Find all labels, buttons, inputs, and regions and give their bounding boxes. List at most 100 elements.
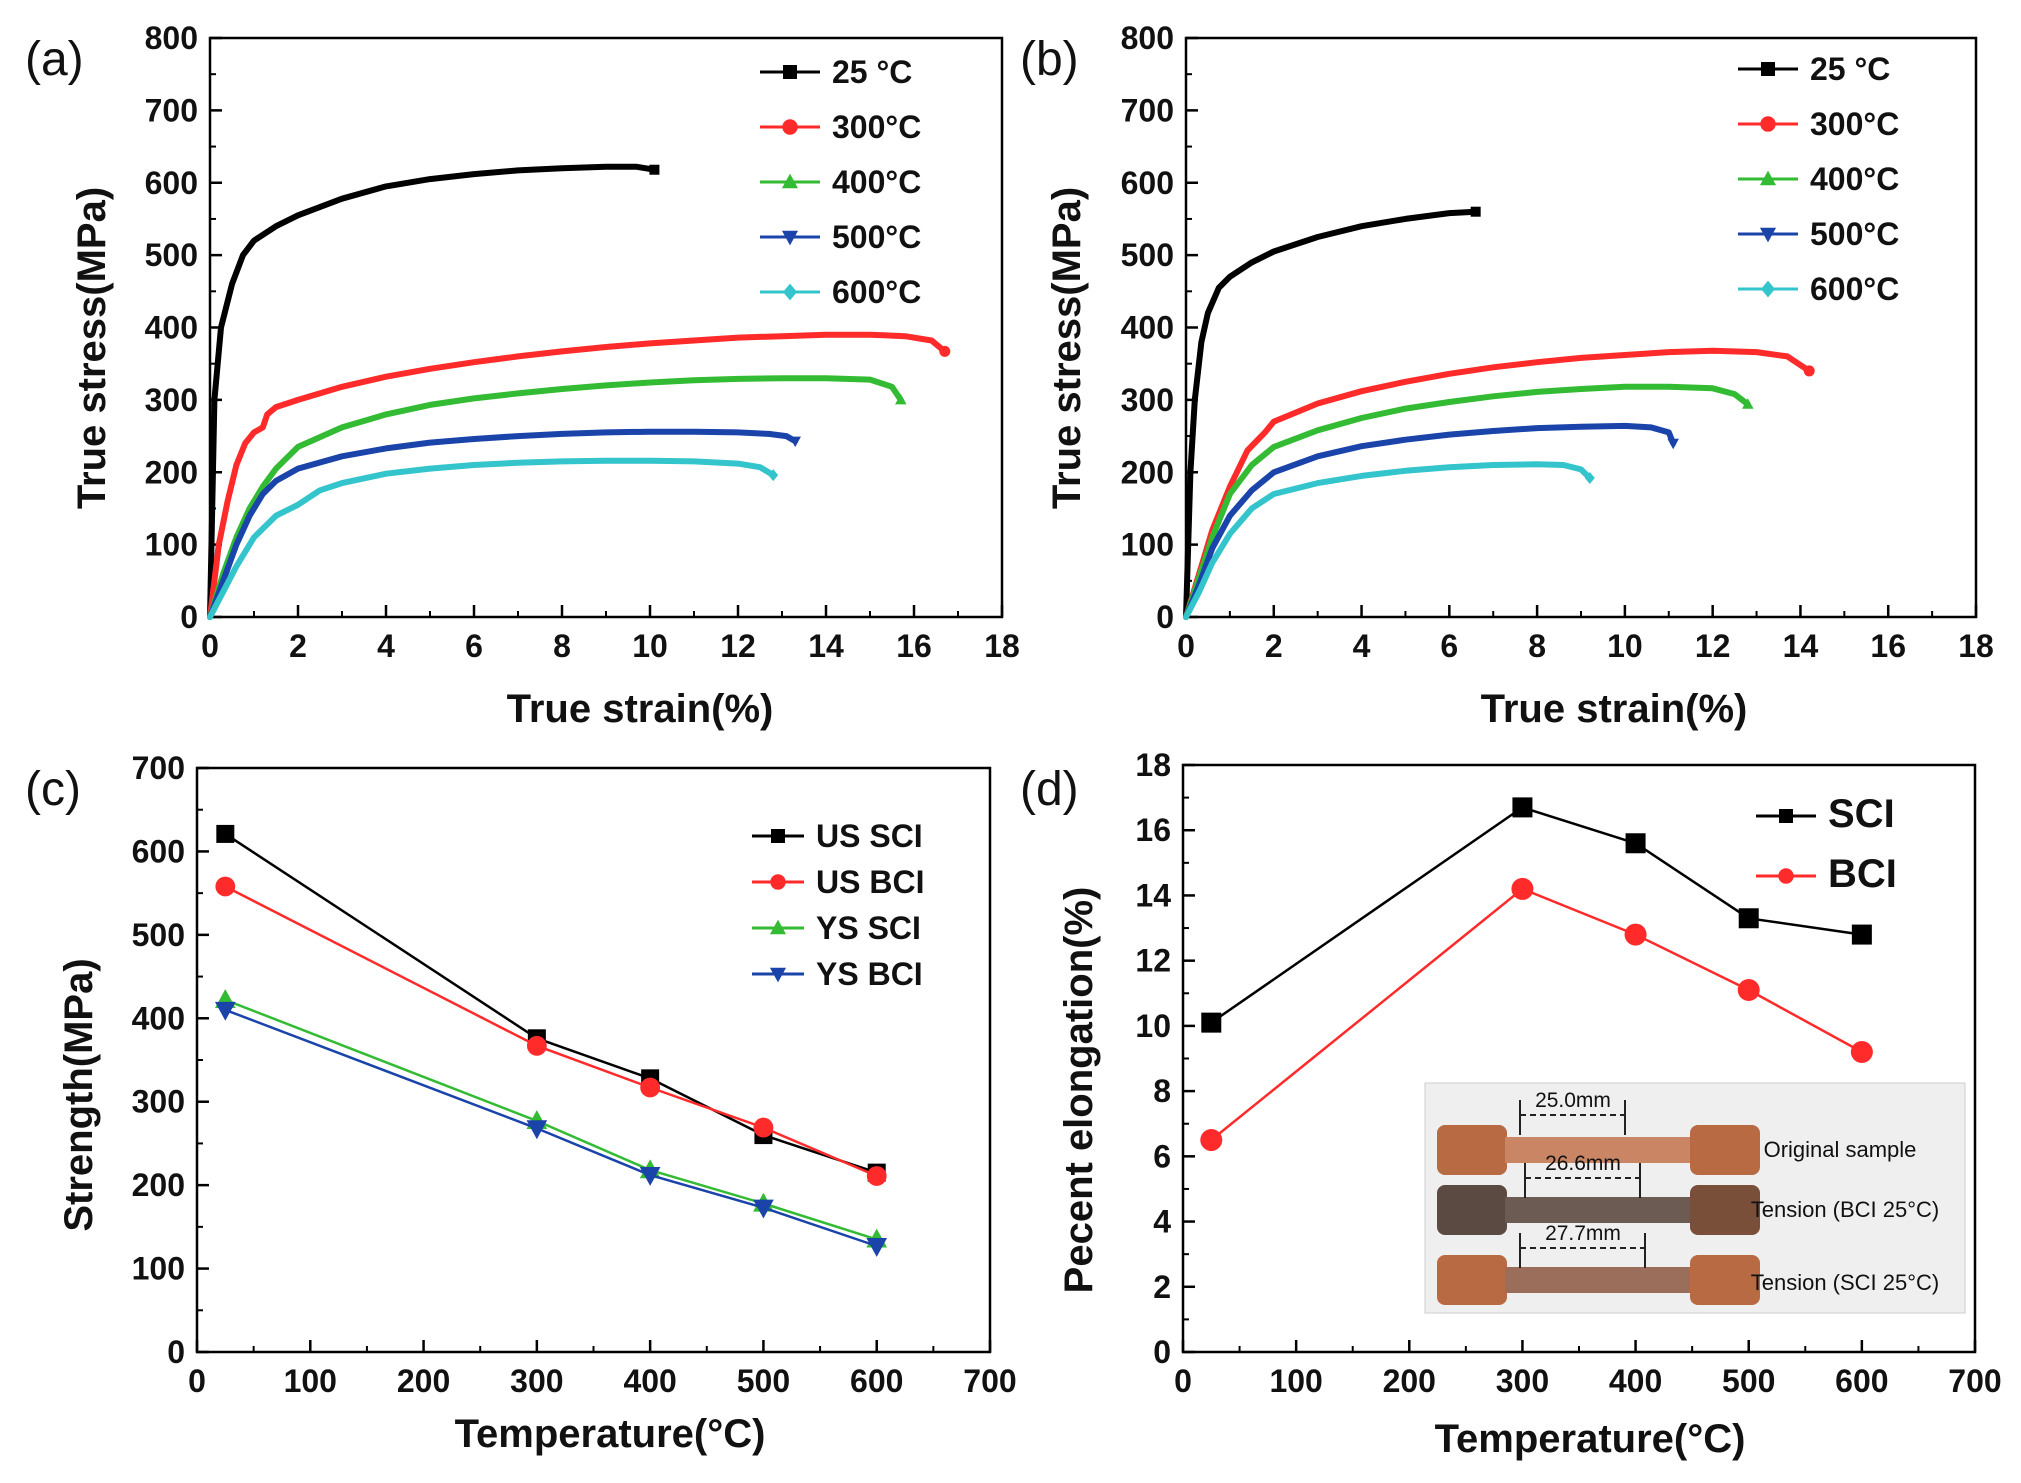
sample-head-right <box>1690 1255 1760 1305</box>
x-tick-label: 500 <box>1722 1363 1775 1399</box>
y-tick-label: 12 <box>1135 943 1171 979</box>
x-tick-label: 700 <box>1948 1363 2001 1399</box>
series-line-0 <box>1183 208 1479 620</box>
x-axis-title-c: Temperature(°C) <box>455 1412 766 1456</box>
sample-head-right <box>1690 1185 1760 1235</box>
y-tick-label: 18 <box>1135 747 1171 783</box>
sample-photo-inset: 25.0mm Original sample 26.6mm Tension (B… <box>1424 1082 1966 1314</box>
data-point <box>1200 1129 1223 1152</box>
panel-b: (b) 0 2 4 6 8 10 12 14 16 18 0 100 200 300 400 500 600 70… <box>1020 20 1994 731</box>
y-tick-label: 100 <box>132 1251 185 1287</box>
data-point <box>526 1035 547 1056</box>
legend-label: 300°C <box>1810 106 1899 142</box>
x-tick-label: 100 <box>284 1363 337 1399</box>
x-tick-label: 2 <box>289 628 307 664</box>
legend-marker <box>1760 116 1776 132</box>
y-tick-label: 6 <box>1153 1138 1171 1174</box>
y-tick-label: 500 <box>145 237 198 273</box>
x-tick-label: 4 <box>1353 628 1371 664</box>
y-tick-label: 10 <box>1135 1008 1171 1044</box>
x-tick-label: 400 <box>1609 1363 1662 1399</box>
data-point <box>216 824 235 843</box>
y-tick-label: 400 <box>145 310 198 346</box>
sample-length: 26.6mm <box>1545 1152 1621 1175</box>
y-tick-label: 700 <box>132 750 185 786</box>
x-tick-label: 0 <box>1174 1363 1192 1399</box>
x-tick-label: 2 <box>1265 628 1283 664</box>
y-tick-label: 0 <box>1153 1334 1171 1370</box>
series-end-marker <box>789 436 801 448</box>
y-tick-label: 700 <box>145 92 198 128</box>
y-tick-label: 400 <box>132 1000 185 1036</box>
series-end-marker <box>1667 438 1679 450</box>
x-tick-label: 0 <box>1177 628 1195 664</box>
sample-caption: Tension (SCI 25°C) <box>1751 1270 1940 1295</box>
legend-marker <box>1761 62 1775 76</box>
x-tick-label: 4 <box>377 628 395 664</box>
legend-marker <box>1759 170 1777 186</box>
legend-label: US BCI <box>816 864 924 900</box>
legend-marker <box>783 283 797 301</box>
x-tick-label: 14 <box>1783 628 1819 664</box>
legend-label: YS SCI <box>816 910 921 946</box>
legend-label: 600°C <box>1810 271 1899 307</box>
x-tick-label: 10 <box>632 628 668 664</box>
x-tick-label: 12 <box>1695 628 1731 664</box>
y-tick-label: 600 <box>145 165 198 201</box>
series-line-4 <box>1183 461 1593 620</box>
inset-row-bci: 26.6mm Tension (BCI 25°C) <box>1437 1152 1939 1235</box>
legend-label: YS BCI <box>816 956 923 992</box>
legend-marker <box>783 65 797 79</box>
legend-marker <box>782 119 798 135</box>
plot-area-b: 0 2 4 6 8 10 12 14 16 18 0 100 200 300 400 500 600 700 800… <box>1121 20 1994 664</box>
y-tick-label: 800 <box>145 20 198 56</box>
y-axis-title-a: True stress(MPa) <box>70 187 114 509</box>
legend-label: 300°C <box>832 109 921 145</box>
x-tick-label: 200 <box>397 1363 450 1399</box>
y-axis-title-b: True stress(MPa) <box>1045 187 1089 509</box>
x-tick-label: 500 <box>737 1363 790 1399</box>
y-axis-title-d: Pecent elongation(%) <box>1057 887 1101 1294</box>
data-point <box>866 1237 888 1257</box>
x-tick-label: 400 <box>623 1363 676 1399</box>
legend-label: US SCI <box>816 818 923 854</box>
x-tick-label: 0 <box>201 628 219 664</box>
data-point <box>215 876 236 897</box>
x-tick-label: 6 <box>465 628 483 664</box>
plot-area-d: 0 100 200 300 400 500 600 700 0 2 4 6 8 10 12 14 16 18 SCI… <box>1135 747 2001 1399</box>
sample-caption: Tension (BCI 25°C) <box>1751 1197 1940 1222</box>
x-tick-label: 16 <box>896 628 932 664</box>
panel-a-label: (a) <box>25 33 84 86</box>
x-tick-label: 100 <box>1269 1363 1322 1399</box>
y-tick-label: 200 <box>132 1167 185 1203</box>
y-tick-label: 200 <box>145 454 198 490</box>
x-tick-label: 18 <box>984 628 1020 664</box>
y-tick-label: 8 <box>1153 1073 1171 1109</box>
data-point <box>1850 1040 1873 1063</box>
data-point <box>753 1117 774 1138</box>
series-line-2 <box>1183 383 1751 620</box>
y-axis-title-c: Strength(MPa) <box>57 958 101 1231</box>
legend-label: 25 °C <box>832 54 912 90</box>
x-tick-label: 300 <box>1496 1363 1549 1399</box>
data-point <box>866 1166 887 1186</box>
series-end-marker <box>768 469 779 482</box>
x-tick-label: 16 <box>1870 628 1906 664</box>
panel-c: (c) 0 100 200 300 400 500 600 700 0 100 200 300 400 5… <box>25 750 1017 1456</box>
sample-head-left <box>1437 1255 1507 1305</box>
panel-c-label: (c) <box>25 763 81 816</box>
x-tick-label: 14 <box>808 628 844 664</box>
panel-d-label: (d) <box>1020 763 1079 816</box>
y-tick-label: 800 <box>1121 20 1174 56</box>
legend-label: BCI <box>1828 852 1897 896</box>
legend-marker <box>1761 280 1775 298</box>
series-end-marker <box>1584 472 1595 485</box>
y-tick-label: 0 <box>180 599 198 635</box>
x-tick-label: 6 <box>1440 628 1458 664</box>
y-tick-label: 16 <box>1135 812 1171 848</box>
data-point <box>1511 877 1534 900</box>
series-end-marker <box>1803 365 1815 377</box>
sample-head-left <box>1437 1185 1507 1235</box>
y-tick-label: 2 <box>1153 1269 1171 1305</box>
y-tick-label: 600 <box>1121 165 1174 201</box>
